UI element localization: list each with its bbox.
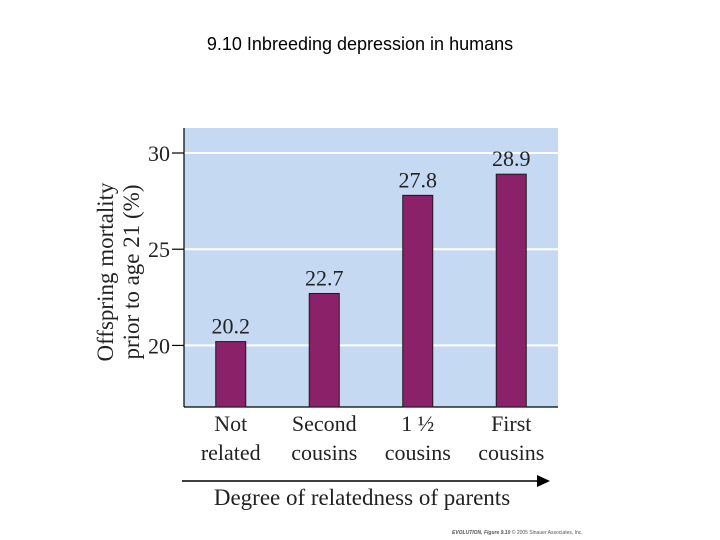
figure-credit-copyright: © 2005 Sinauer Associates, Inc. [510,530,583,536]
x-category-label: 1 ½ [401,411,434,436]
x-category-labels: Not related Second cousins 1 ½ cousins First co… [201,411,544,465]
y-tick-label: 30 [148,141,170,166]
x-axis-arrow-head [537,475,550,487]
y-axis-title: Offspring mortality prior to age 21 (%) [93,182,144,362]
bar [402,194,434,408]
plot-background [184,128,558,407]
bar [308,292,340,408]
x-axis-title: Degree of relatedness of parents [214,485,510,510]
bar [495,173,527,408]
value-labels: 20.2 22.7 27.8 28.9 [212,146,531,338]
bar-value-label: 22.7 [305,265,344,290]
x-category-label: Second [292,411,357,436]
x-category-label: cousins [291,440,357,465]
gridlines [184,152,558,347]
x-category-label: related [201,440,261,465]
y-axis-title-line-1: Offspring mortality [93,182,118,362]
y-axis-title-line-2: prior to age 21 (%) [119,185,144,360]
x-category-label: cousins [478,440,544,465]
y-ticks: 20 25 30 [148,141,184,358]
bar-value-label: 20.2 [212,314,251,339]
x-category-label: First [491,411,531,436]
slide-title: 9.10 Inbreeding depression in humans [206,34,514,54]
y-tick-label: 20 [148,333,170,358]
bar-value-label: 28.9 [492,146,531,171]
x-category-label: Not [214,411,247,436]
bar-value-label: 27.8 [399,167,438,192]
x-category-label: cousins [385,440,451,465]
figure-credit-source: EVOLUTION, Figure 9.10 [452,530,511,536]
figure-credit: EVOLUTION, Figure 9.10 © 2005 Sinauer As… [452,530,583,536]
y-tick-label: 25 [148,237,170,262]
bars [215,173,527,408]
bar [215,341,247,408]
